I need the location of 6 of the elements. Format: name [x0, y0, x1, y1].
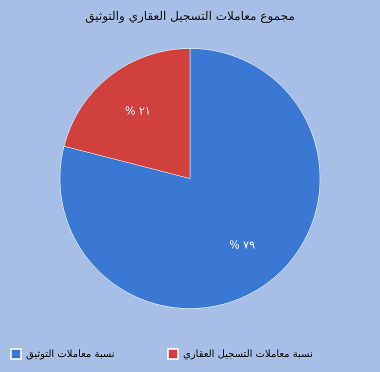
chart-title: مجموع معاملات التسجيل العقاري والتوثيق — [85, 9, 295, 23]
legend-label: نسبة معاملات التسجيل العقاري — [183, 349, 313, 360]
legend-label: نسبة معاملات التوثيق — [26, 349, 115, 360]
pie-slice — [60, 48, 320, 309]
data-label: % ٢١ — [125, 104, 151, 118]
data-label: % ٧٩ — [229, 238, 256, 252]
